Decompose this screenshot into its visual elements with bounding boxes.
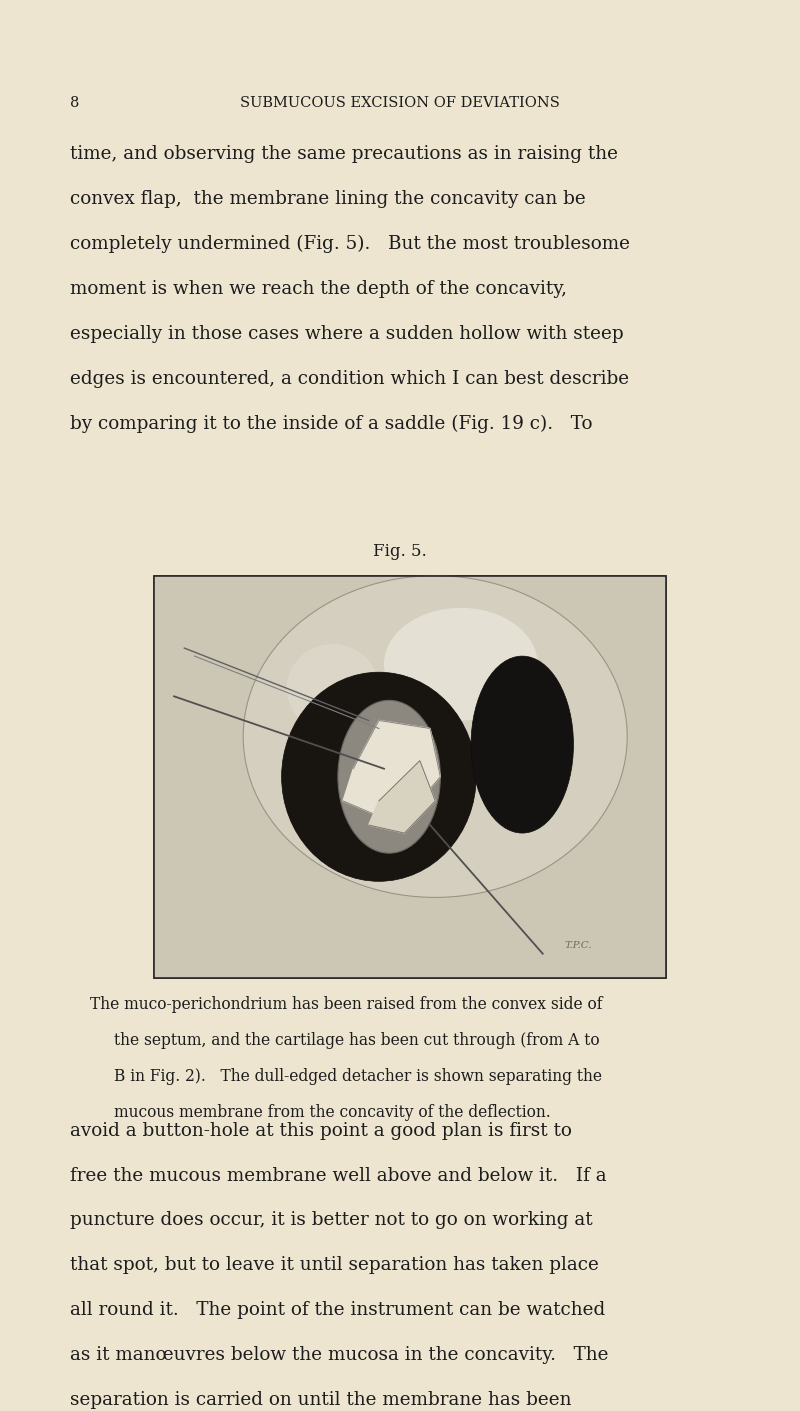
Text: puncture does occur, it is better not to go on working at: puncture does occur, it is better not to… <box>70 1212 593 1229</box>
Ellipse shape <box>338 700 440 854</box>
Text: 8: 8 <box>70 96 80 110</box>
Text: moment is when we reach the depth of the concavity,: moment is when we reach the depth of the… <box>70 279 567 298</box>
Ellipse shape <box>384 608 538 721</box>
Bar <box>154 576 666 978</box>
Text: time, and observing the same precautions as in raising the: time, and observing the same precautions… <box>70 145 618 164</box>
Ellipse shape <box>286 643 379 732</box>
Text: edges is encountered, a condition which I can best describe: edges is encountered, a condition which … <box>70 370 630 388</box>
Text: by comparing it to the inside of a saddle (Fig. 19 c).   To: by comparing it to the inside of a saddl… <box>70 415 593 433</box>
Ellipse shape <box>471 656 574 832</box>
Text: all round it.   The point of the instrument can be watched: all round it. The point of the instrumen… <box>70 1301 606 1319</box>
Text: B in Fig. 2).   The dull-edged detacher is shown separating the: B in Fig. 2). The dull-edged detacher is… <box>114 1068 602 1085</box>
Text: as it manœuvres below the mucosa in the concavity.   The: as it manœuvres below the mucosa in the … <box>70 1346 609 1364</box>
Text: mucous membrane from the concavity of the deflection.: mucous membrane from the concavity of th… <box>114 1103 551 1122</box>
Text: the septum, and the cartilage has been cut through (from A to: the septum, and the cartilage has been c… <box>114 1033 600 1050</box>
Polygon shape <box>343 721 440 825</box>
Text: separation is carried on until the membrane has been: separation is carried on until the membr… <box>70 1391 572 1410</box>
Text: avoid a button-hole at this point a good plan is first to: avoid a button-hole at this point a good… <box>70 1122 572 1140</box>
Bar <box>154 576 666 978</box>
Polygon shape <box>369 761 435 832</box>
Text: Fig. 5.: Fig. 5. <box>373 543 427 560</box>
Text: SUBMUCOUS EXCISION OF DEVIATIONS: SUBMUCOUS EXCISION OF DEVIATIONS <box>240 96 560 110</box>
Text: convex flap,  the membrane lining the concavity can be: convex flap, the membrane lining the con… <box>70 190 586 209</box>
Ellipse shape <box>243 576 627 897</box>
Ellipse shape <box>282 672 476 882</box>
Text: The muco-perichondrium has been raised from the convex side of: The muco-perichondrium has been raised f… <box>90 996 603 1013</box>
Text: completely undermined (Fig. 5).   But the most troublesome: completely undermined (Fig. 5). But the … <box>70 236 630 254</box>
Text: T.P.C.: T.P.C. <box>565 941 592 950</box>
Bar <box>154 576 666 978</box>
Text: that spot, but to leave it until separation has taken place: that spot, but to leave it until separat… <box>70 1256 599 1274</box>
Text: free the mucous membrane well above and below it.   If a: free the mucous membrane well above and … <box>70 1167 607 1185</box>
Text: especially in those cases where a sudden hollow with steep: especially in those cases where a sudden… <box>70 325 624 343</box>
